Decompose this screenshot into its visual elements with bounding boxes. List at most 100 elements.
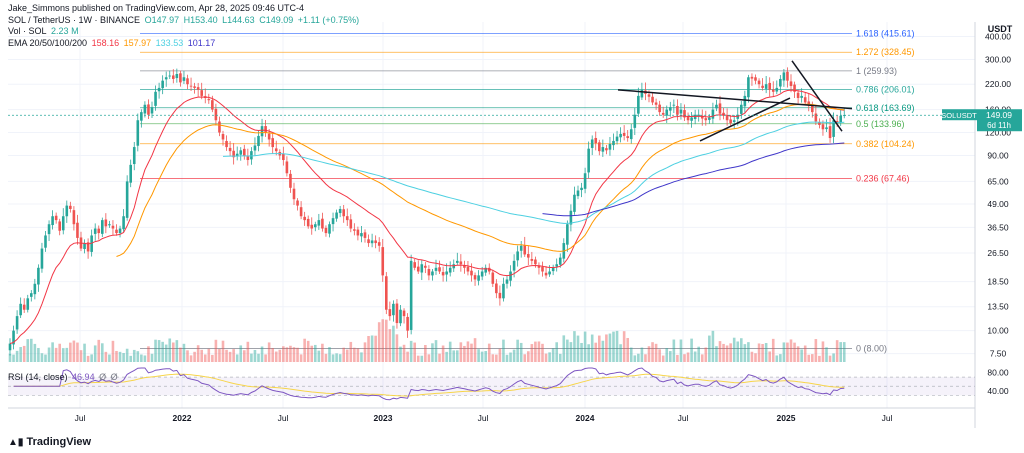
price-axis[interactable]: USDT400.00300.00220.00160.00120.0090.006… [8, 24, 1022, 396]
volume-bar [115, 350, 118, 362]
volume-bar [434, 340, 438, 362]
candle-up [637, 95, 640, 114]
fib-label-1.272: 1.272 (328.45) [856, 47, 915, 57]
candle-down [541, 266, 544, 272]
candle-down [654, 102, 658, 105]
volume-bar [828, 355, 832, 362]
volume-bar [708, 335, 711, 362]
candle-up [587, 148, 590, 173]
volume-bar [562, 335, 566, 362]
volume-bar [225, 349, 228, 362]
candle-up [629, 129, 633, 140]
candle-up [239, 150, 243, 155]
ema50-line [116, 103, 845, 257]
rsi-label[interactable]: RSI (14, close) [8, 372, 68, 382]
volume-bar [743, 344, 747, 362]
volume-bar [512, 349, 516, 362]
volume-bar [86, 355, 90, 362]
volume-bar [711, 330, 715, 362]
volume-bar [125, 348, 129, 362]
volume-bars [8, 319, 846, 362]
candle-up [19, 303, 22, 316]
volume-bar [544, 353, 548, 362]
volume-bar [377, 322, 381, 362]
candle-down [700, 115, 704, 119]
candle-down [757, 80, 761, 85]
candle-up [590, 139, 594, 148]
price-tick-label: 120.00 [985, 128, 1011, 138]
rsi-ma-line [13, 373, 845, 397]
volume-bar [693, 351, 697, 362]
volume-bar [587, 344, 590, 362]
volume-bar [786, 342, 789, 362]
candle-down [345, 216, 349, 221]
candle-up [331, 218, 335, 225]
volume-bar [612, 331, 615, 362]
volume-label[interactable]: Vol · SOL [8, 26, 47, 36]
volume-bar [203, 354, 207, 362]
candle-down [58, 221, 61, 231]
candle-up [8, 343, 12, 351]
candle-up [477, 275, 480, 281]
price-tick-label: 400.00 [985, 32, 1011, 42]
volume-bar [321, 343, 324, 362]
rsi-tick-label: 40.00 [987, 386, 1009, 396]
rsi-extra2: Ø [110, 372, 118, 382]
volume-bar [605, 334, 608, 362]
volume-bar [235, 354, 239, 362]
volume-bar [37, 347, 40, 362]
time-axis[interactable]: Jul 2022 Jul 2023 Jul 2024 Jul 2025 Jul [75, 413, 893, 423]
candle-up [420, 264, 424, 273]
volume-bar [619, 344, 622, 362]
candle-up [445, 271, 448, 275]
ema-label[interactable]: EMA 20/50/100/200 [8, 38, 88, 48]
ema100-value: 133.53 [155, 38, 184, 48]
volume-bar [704, 347, 708, 362]
candle-down [661, 112, 665, 115]
volume-bar [228, 351, 232, 362]
candle-down [424, 265, 427, 268]
symbol-name[interactable]: SOL / TetherUS · 1W · BINANCE [8, 15, 141, 25]
candle-down [367, 239, 370, 244]
volume-bar [580, 342, 583, 362]
candle-up [150, 107, 154, 114]
volume-bar [487, 343, 491, 362]
candle-up [548, 271, 551, 275]
candle-up [672, 104, 676, 106]
candle-down [725, 116, 729, 121]
volume-bar [218, 348, 221, 362]
volume-bar [395, 334, 399, 362]
volume-bar [399, 346, 402, 362]
volume-bar [615, 330, 619, 362]
volume-bar [324, 353, 328, 362]
candle-up [566, 224, 569, 245]
ema20-line [9, 89, 845, 345]
candle-down [466, 266, 470, 272]
candle-down [626, 136, 629, 139]
candle-up [47, 224, 51, 235]
volume-bar [44, 354, 47, 362]
candle-up [154, 91, 157, 106]
time-tick-label: Jul [278, 413, 289, 423]
volume-bar [58, 343, 61, 362]
candle-up [615, 136, 619, 142]
volume-bar [72, 340, 76, 362]
candle-down [658, 104, 661, 113]
tradingview-logo[interactable]: ▲▮ TradingView [8, 436, 91, 448]
volume-bar [740, 338, 743, 362]
volume-bar [349, 341, 353, 362]
ema200-line [542, 142, 845, 217]
candle-down [402, 310, 406, 317]
time-tick-label: Jul [882, 413, 893, 423]
candle-down [289, 173, 292, 188]
volume-bar [459, 342, 463, 362]
rsi-band [8, 377, 975, 396]
volume-bar [69, 342, 72, 362]
volume-bar [686, 352, 690, 362]
candle-up [633, 114, 637, 128]
volume-bar [534, 341, 537, 362]
volume-bar [264, 354, 267, 362]
candle-up [434, 267, 438, 271]
candle-up [338, 208, 342, 214]
